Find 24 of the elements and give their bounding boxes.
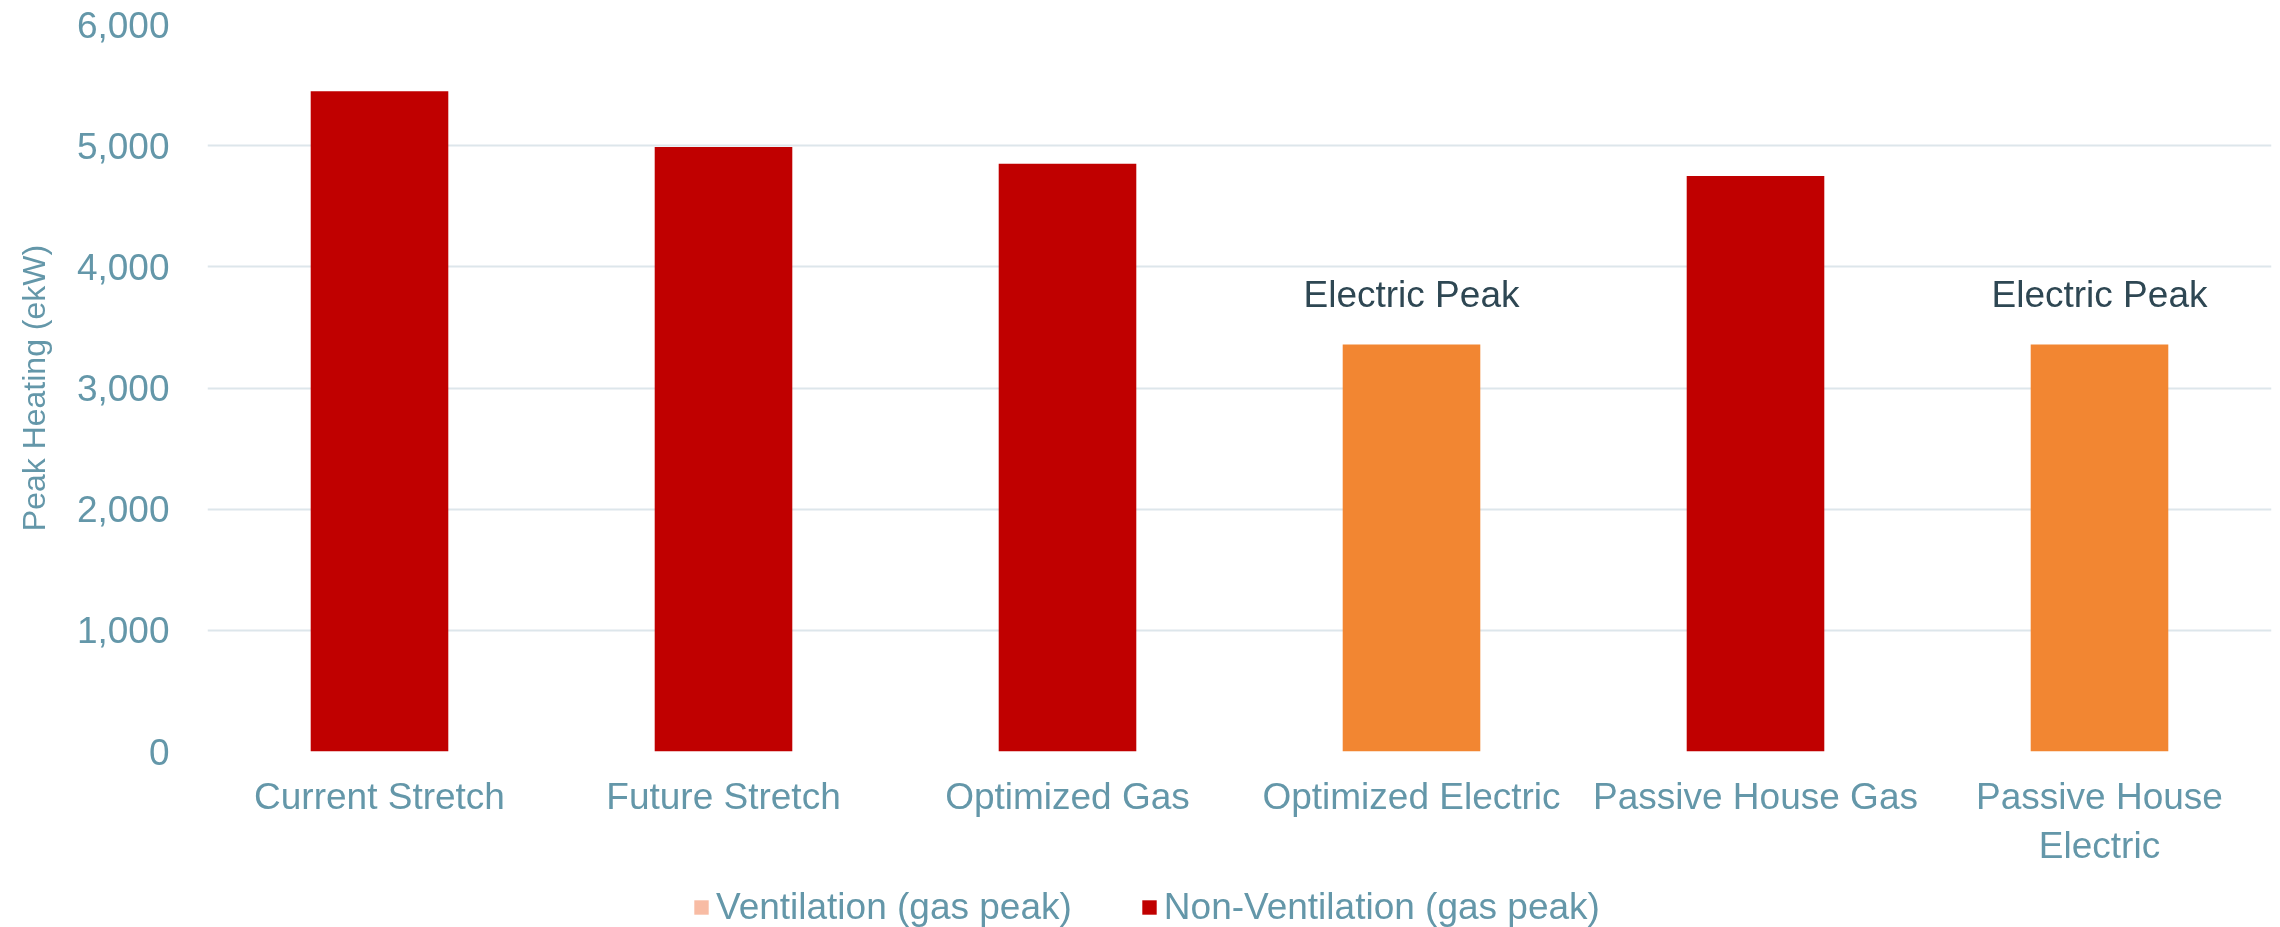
annotation: Electric Peak	[1991, 273, 2208, 315]
x-tick-label: Future Stretch	[606, 775, 841, 817]
bar	[2030, 344, 2169, 752]
y-tick-label: 4,000	[76, 246, 170, 288]
y-tick-label: 6,000	[76, 4, 170, 46]
legend-label: Non-Ventilation (gas peak)	[1163, 886, 1600, 927]
x-tick-label: Current Stretch	[254, 775, 505, 817]
annotation: Electric Peak	[1303, 273, 1520, 315]
x-tick-label: Optimized Gas	[945, 775, 1190, 817]
bar	[654, 146, 793, 752]
y-tick-label: 0	[148, 731, 170, 773]
bar	[1342, 344, 1481, 752]
y-tick-label: 3,000	[76, 368, 170, 409]
y-tick-label: 5,000	[76, 125, 170, 167]
bar	[310, 91, 449, 752]
x-tick-label: Passive House Gas	[1593, 775, 1918, 817]
bar	[1686, 175, 1825, 752]
x-tick-label: Optimized Electric	[1262, 775, 1561, 817]
x-tick-label: Passive House Electric	[1976, 775, 2223, 866]
legend-label: Ventilation (gas peak)	[716, 886, 1072, 927]
y-tick-label: 2,000	[76, 489, 170, 531]
bar	[998, 163, 1137, 752]
y-tick-label: 1,000	[76, 610, 170, 652]
y-axis-title: Peak Heating (ekW)	[15, 244, 52, 532]
